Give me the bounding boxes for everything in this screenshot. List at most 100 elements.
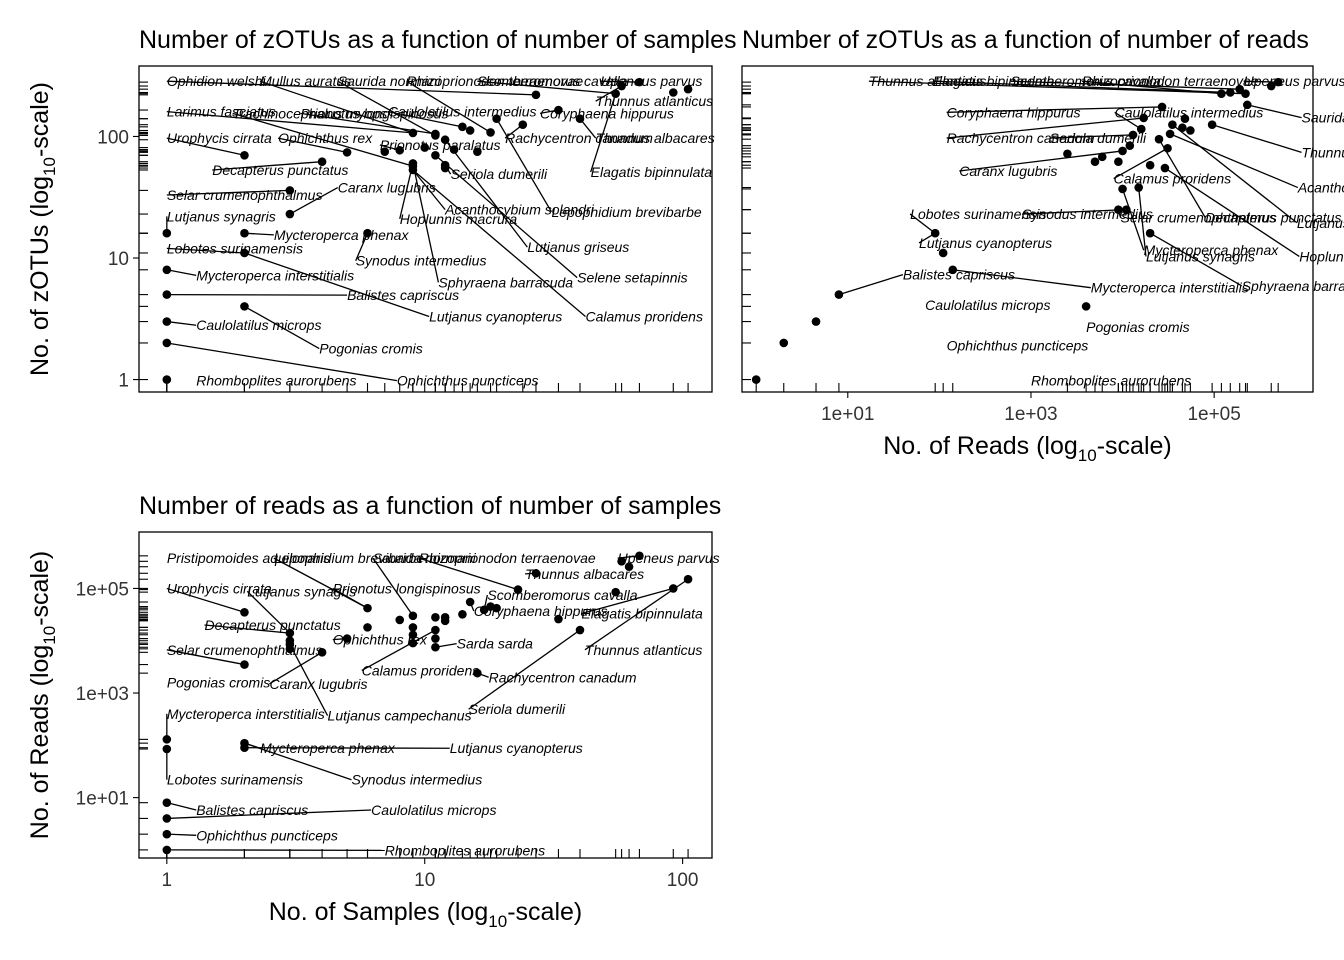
leader-line xyxy=(952,269,1091,289)
point-label: Thunnus atlanticus xyxy=(869,73,987,89)
point-label: Scomberomorus cavalla xyxy=(1011,73,1161,89)
leader-line xyxy=(1149,232,1243,287)
data-point xyxy=(1225,88,1235,97)
point-label: Mycteroperca interstitialis xyxy=(167,706,325,722)
data-point xyxy=(408,630,418,640)
data-point xyxy=(811,317,821,326)
leader-line xyxy=(259,80,414,134)
data-point xyxy=(162,228,172,238)
data-point xyxy=(611,89,620,98)
leader-line xyxy=(1081,80,1222,95)
data-point xyxy=(440,160,450,170)
point-label: Rhomboplites aurorubens xyxy=(1031,373,1191,389)
point-label: Caulolatilus microps xyxy=(196,317,321,333)
data-point xyxy=(162,265,172,275)
leader-line xyxy=(496,118,553,213)
data-point xyxy=(617,557,626,566)
data-point xyxy=(492,114,501,124)
leader-line xyxy=(1169,133,1299,189)
data-point xyxy=(240,248,249,258)
point-label: Mycteroperca interstitialis xyxy=(1091,280,1249,296)
data-point xyxy=(285,636,295,646)
point-label: Acanthocybium solandri xyxy=(1297,180,1344,196)
leader-line xyxy=(166,293,348,296)
leader-line xyxy=(166,809,372,820)
leader-line xyxy=(244,305,320,350)
point-label: Coryphaena hippurus xyxy=(947,104,1081,120)
point-label: Ophichthus rex xyxy=(333,632,428,648)
data-point xyxy=(1163,143,1172,153)
data-point xyxy=(531,90,541,100)
x-axis-label-sub: 10 xyxy=(488,912,507,931)
point-label: Elagatis bipinnulata xyxy=(581,606,703,622)
point-label: Balistes capriscus xyxy=(903,267,1015,283)
point-label: Decapterus punctatus xyxy=(1205,210,1341,226)
point-label: Mycteroperca phenax xyxy=(260,740,396,756)
leader-line xyxy=(244,742,352,781)
leader-line xyxy=(477,80,616,95)
leader-line xyxy=(418,557,519,591)
leader-line xyxy=(372,557,414,617)
point-label: Ophichthus puncticeps xyxy=(947,338,1089,354)
leader-line xyxy=(166,320,197,326)
point-label: Saurida normani xyxy=(338,73,442,89)
data-point xyxy=(408,611,418,621)
point-label: Trachinocephalus myops xyxy=(233,105,388,121)
point-label: Rachycentron canadum xyxy=(489,669,637,685)
point-label: Elagatis bipinnulata xyxy=(933,73,1055,89)
data-point xyxy=(1207,120,1217,129)
point-label: Selene setapinnis xyxy=(577,270,688,286)
data-point xyxy=(635,551,644,561)
data-point xyxy=(779,338,789,348)
data-point xyxy=(1145,228,1155,238)
point-label: Upeneus parvus xyxy=(1244,73,1344,89)
x-tick-label: 1e+05 xyxy=(1187,404,1240,425)
point-label: Upeneus parvus xyxy=(600,73,702,89)
point-label: Ophichthus puncticeps xyxy=(196,827,338,843)
leader-line xyxy=(269,651,323,685)
point-label: Calamus proridens xyxy=(1114,171,1232,187)
data-point xyxy=(408,128,418,138)
point-label: Rhizoprionodon terraenovae xyxy=(407,73,584,89)
data-point xyxy=(449,145,459,154)
data-point xyxy=(162,375,172,384)
point-label: Selar crumenophthalmus xyxy=(1121,210,1277,226)
point-label: Seriola dumerili xyxy=(469,701,566,717)
point-label: Urophycis cirrata xyxy=(167,130,272,146)
leader-line xyxy=(244,747,450,749)
point-label: Lobotes surinamensis xyxy=(910,206,1046,222)
point-label: Mycteroperca phenax xyxy=(1144,242,1280,258)
y-axis-label-end: -scale) xyxy=(26,82,54,157)
data-point xyxy=(317,157,327,167)
y-tick-label: 10 xyxy=(108,249,129,270)
data-point xyxy=(317,648,327,657)
point-label: Lutjanus griseus xyxy=(1297,215,1344,231)
leader-line xyxy=(166,342,397,382)
leader-line xyxy=(166,80,536,96)
data-point xyxy=(431,613,440,622)
y-tick-label: 1e+01 xyxy=(76,789,129,810)
point-label: Lutjanus synagris xyxy=(167,208,276,224)
leader-line xyxy=(1121,188,1145,251)
point-label: Lobotes surinamensis xyxy=(167,772,303,788)
point-label: Sphyraena barracuda xyxy=(438,274,573,290)
leader-line xyxy=(1164,167,1300,257)
data-point xyxy=(1118,146,1127,156)
leader-line xyxy=(600,80,640,83)
data-point xyxy=(1122,205,1131,214)
data-point xyxy=(473,147,482,156)
leader-line xyxy=(412,169,446,211)
panel-zotus-vs-reads: Number of zOTUs as a function of number … xyxy=(741,26,1344,465)
data-point xyxy=(420,143,430,152)
point-label: Sphyraena barracuda xyxy=(1242,278,1344,294)
data-point xyxy=(1178,123,1187,133)
point-label: Synodus intermedius xyxy=(1022,206,1153,222)
data-point xyxy=(240,150,249,160)
point-label: Seriola dumerili xyxy=(451,166,548,182)
x-axis-label: No. of Reads (log10-scale) xyxy=(883,432,1171,465)
leader-lines xyxy=(166,555,689,852)
y-tick-label: 1 xyxy=(118,371,129,392)
data-points xyxy=(162,77,693,384)
y-tick-label: 1e+03 xyxy=(76,684,129,705)
